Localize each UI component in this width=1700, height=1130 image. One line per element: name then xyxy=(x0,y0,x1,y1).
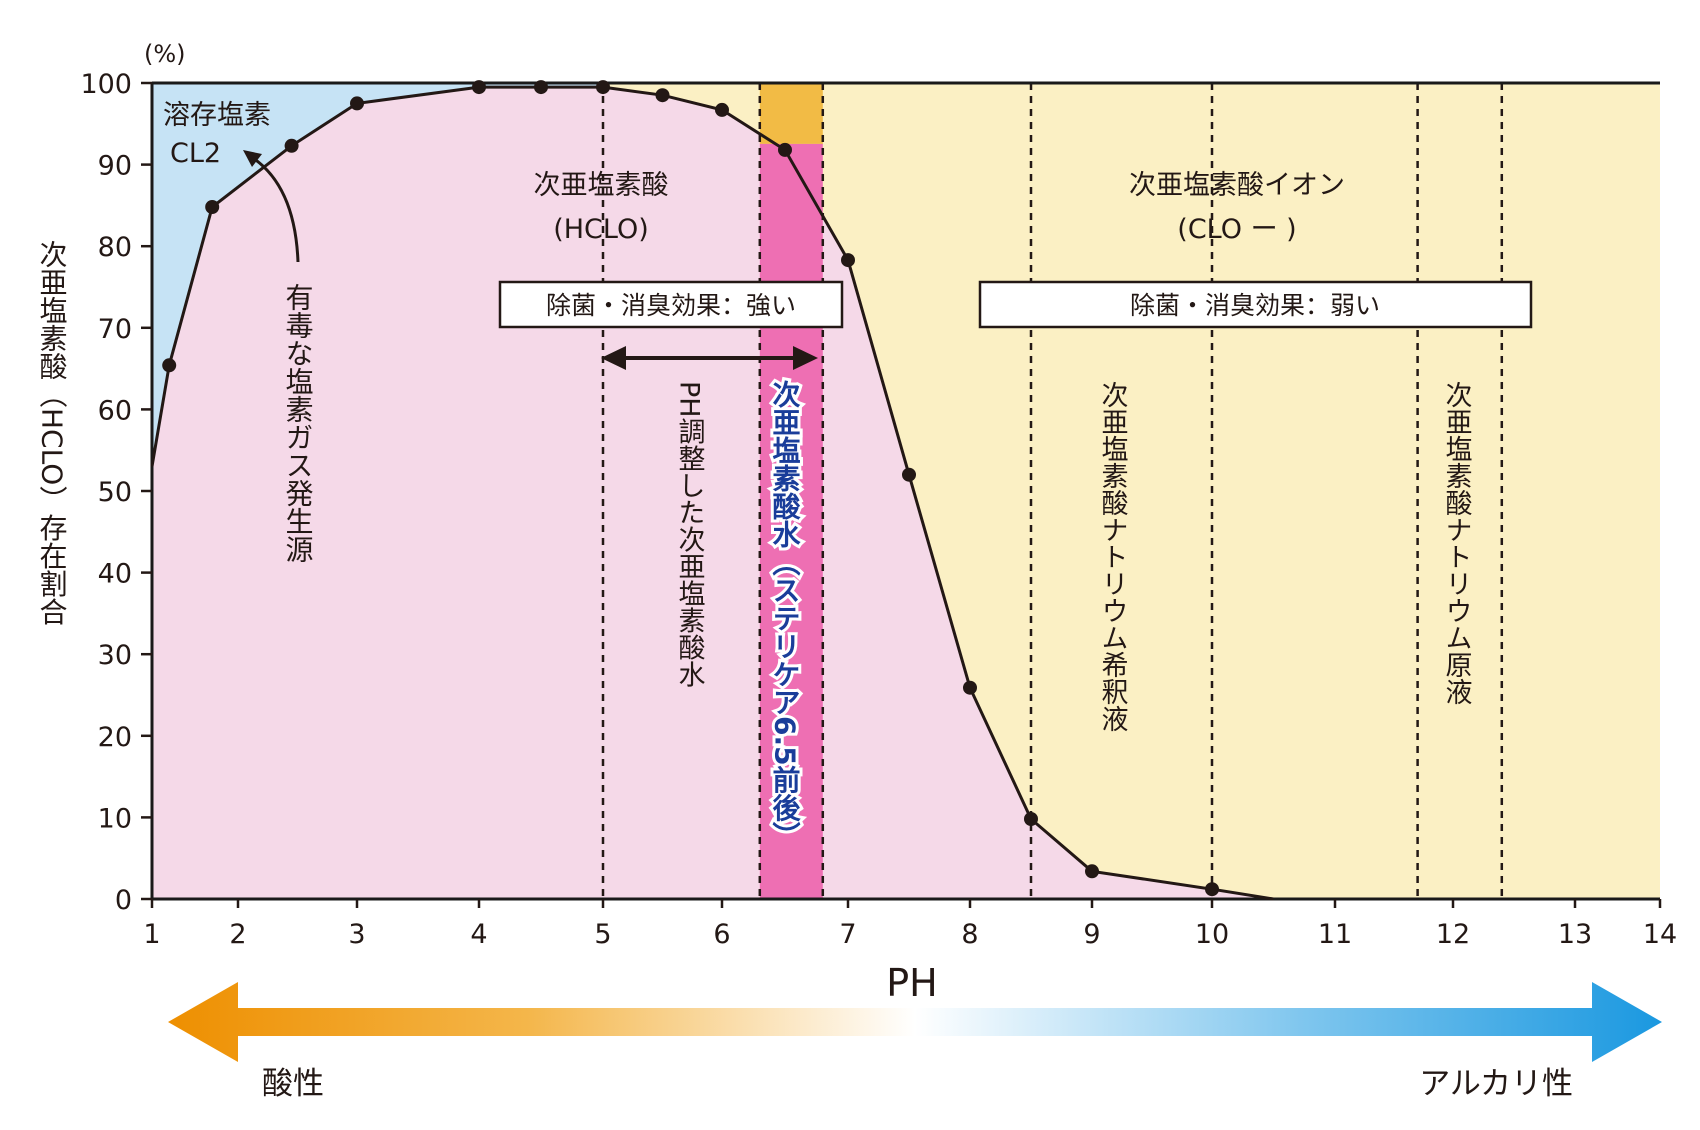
data-point-9 xyxy=(778,142,792,157)
y-tick-label-60: 60 xyxy=(98,395,132,426)
x-tick-label-11: 11 xyxy=(1318,919,1352,950)
data-point-5 xyxy=(534,80,548,95)
x-tick-label-12: 12 xyxy=(1436,919,1470,950)
data-point-6 xyxy=(596,80,610,95)
x-axis-label: PH xyxy=(886,961,938,1005)
x-tick-label-13: 13 xyxy=(1558,919,1592,950)
data-point-11 xyxy=(902,467,916,482)
y-tick-label-10: 10 xyxy=(98,803,132,834)
hclo-label-line1: 次亜塩素酸 xyxy=(534,170,669,201)
y-tick-label-100: 100 xyxy=(80,69,132,100)
x-tick-marks xyxy=(150,899,1662,908)
effect-strong-label: 除菌・消臭効果：強い xyxy=(546,291,796,320)
x-tick-label-2: 2 xyxy=(229,919,246,950)
ph-range-arrowhead-right xyxy=(793,346,818,370)
data-point-7 xyxy=(655,88,670,103)
toxic-gas-label: 有毒な塩素ガス発生源 xyxy=(282,283,315,563)
y-tick-label-80: 80 xyxy=(98,232,132,263)
clo-label-line1: 次亜塩素酸イオン xyxy=(1129,170,1345,201)
ph-range-arrowhead-left xyxy=(601,346,626,370)
y-tick-label-30: 30 xyxy=(98,640,132,671)
alkaline-label: アルカリ性 xyxy=(1419,1066,1573,1102)
cl2-label-line1: 溶存塩素 xyxy=(163,100,271,131)
x-tick-label-7: 7 xyxy=(839,919,856,950)
x-tick-labels: 1 2 3 4 5 6 7 8 9 10 11 12 13 14 xyxy=(143,919,1677,950)
ph-scale-arrow xyxy=(168,982,1662,1062)
x-tick-label-9: 9 xyxy=(1083,919,1100,950)
toxic-gas-arrowhead xyxy=(243,150,262,167)
hclo-label-line2: (HCLO) xyxy=(553,214,649,245)
x-tick-label-10: 10 xyxy=(1195,919,1229,950)
y-tick-label-40: 40 xyxy=(98,559,132,590)
data-point-10 xyxy=(841,253,855,268)
y-tick-label-20: 20 xyxy=(98,722,132,753)
y-axis-label: 次亜塩素酸（HCLO）存在割合 xyxy=(36,240,69,626)
y-tick-label-50: 50 xyxy=(98,477,132,508)
band-top-orange xyxy=(759,83,823,144)
vertical-dashed-lines xyxy=(601,83,1504,899)
x-tick-label-6: 6 xyxy=(713,919,730,950)
effect-strong-box xyxy=(498,280,844,329)
acid-label: 酸性 xyxy=(262,1066,324,1102)
data-point-1 xyxy=(205,200,220,214)
y-tick-marks xyxy=(141,81,152,901)
effect-weak-box xyxy=(978,280,1533,329)
data-point-3 xyxy=(350,96,364,111)
hclo-curve xyxy=(150,85,1274,901)
data-points xyxy=(162,80,1219,897)
clo-label-line2: (CLO ー ) xyxy=(1177,214,1296,245)
sterilicare-band xyxy=(759,143,823,900)
sodium-stock-label: 次亜塩素酸ナトリウム原液 xyxy=(1441,381,1473,705)
y-tick-label-70: 70 xyxy=(98,314,132,345)
sodium-diluted-label: 次亜塩素酸ナトリウム希釈液 xyxy=(1097,381,1129,732)
region-cl2 xyxy=(152,83,603,467)
x-tick-label-14: 14 xyxy=(1643,919,1677,950)
ph-adjusted-label: PH調整した次亜塩素酸水 xyxy=(674,381,706,688)
y-tick-labels: 0 10 20 30 40 50 60 70 80 90 100 xyxy=(80,69,132,916)
data-point-4 xyxy=(472,80,486,95)
data-point-14 xyxy=(1085,864,1099,879)
x-tick-label-8: 8 xyxy=(961,919,978,950)
data-point-12 xyxy=(963,680,977,695)
region-hclo xyxy=(152,87,1274,900)
y-tick-label-0: 0 xyxy=(115,885,132,916)
y-unit-label: (%) xyxy=(144,40,186,68)
y-tick-label-90: 90 xyxy=(98,151,132,182)
toxic-gas-arrow xyxy=(249,154,300,263)
data-point-2 xyxy=(284,138,299,153)
x-tick-label-4: 4 xyxy=(470,919,487,950)
effect-weak-label: 除菌・消臭効果：弱い xyxy=(1130,291,1380,320)
data-point-8 xyxy=(715,102,729,117)
data-point-13 xyxy=(1024,812,1038,826)
x-tick-label-5: 5 xyxy=(594,919,611,950)
data-point-15 xyxy=(1205,882,1219,897)
cl2-label-line2: CL2 xyxy=(170,138,221,169)
x-tick-label-3: 3 xyxy=(348,919,365,950)
x-tick-label-1: 1 xyxy=(143,919,160,950)
data-point-0 xyxy=(162,358,177,373)
sterilicare-label: 次亜塩素酸水（ステリケア6.5前後） xyxy=(769,380,802,850)
